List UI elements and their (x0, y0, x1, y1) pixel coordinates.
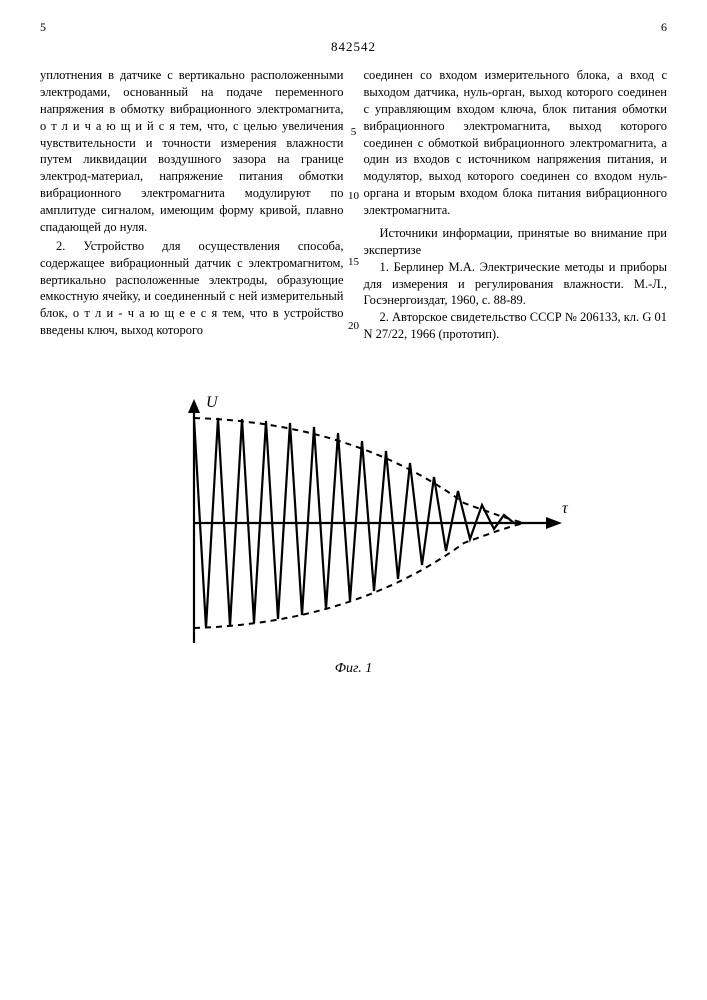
right-column: соединен со входом измерительного блока,… (364, 67, 668, 343)
line-marker: 10 (344, 190, 364, 202)
y-axis-label: U (206, 394, 219, 411)
source-2: 2. Авторское свидетельство СССР № 206133… (364, 309, 668, 343)
text-columns: уплотнения в датчике с вертикально распо… (40, 67, 667, 343)
line-marker: 20 (344, 320, 364, 332)
left-column: уплотнения в датчике с вертикально распо… (40, 67, 344, 343)
page-num-left: 5 (40, 20, 46, 35)
x-axis-label: τ (562, 500, 569, 517)
right-para-1: соединен со входом измерительного блока,… (364, 67, 668, 219)
left-para-1: уплотнения в датчике с вертикально распо… (40, 67, 344, 236)
figure-1: U τ Фиг. 1 (40, 393, 667, 677)
figure-caption: Фиг. 1 (40, 661, 667, 677)
y-axis-arrow-icon (188, 399, 200, 413)
line-marker: 15 (344, 256, 364, 268)
left-para-2: 2. Устройство для осуществления способа,… (40, 238, 344, 339)
envelope-lower (194, 523, 524, 628)
x-axis-arrow-icon (546, 517, 562, 529)
sources-title: Источники информации, принятые во вниман… (364, 225, 668, 259)
document-number: 842542 (40, 39, 667, 55)
line-marker: 5 (344, 126, 364, 138)
page-num-right: 6 (661, 20, 667, 35)
waveform-chart: U τ (124, 393, 584, 653)
source-1: 1. Берлинер М.А. Электрические методы и … (364, 259, 668, 310)
